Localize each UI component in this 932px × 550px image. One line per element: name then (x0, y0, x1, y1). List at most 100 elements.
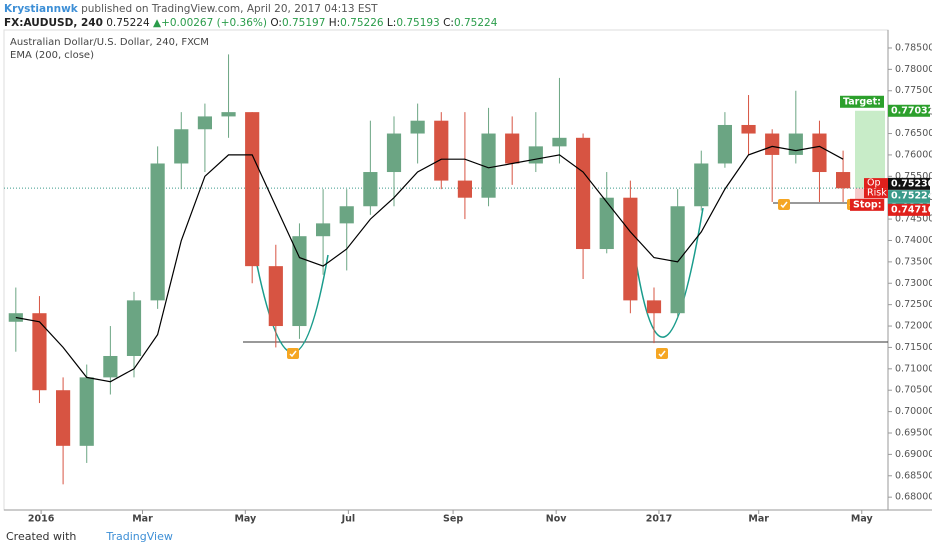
y-tick-label: 0.71500 (895, 342, 932, 353)
ema-last: 0.75230 (891, 178, 932, 189)
candle-body (386, 133, 402, 173)
candle-body (646, 300, 662, 314)
o-label: O: (270, 17, 282, 29)
check-marker (287, 348, 299, 359)
candle-body (363, 172, 378, 207)
candle-body (765, 133, 780, 155)
cup-curve (252, 244, 329, 354)
candle-body (741, 124, 756, 134)
stop-value-box (888, 203, 930, 216)
candle-body (103, 355, 118, 378)
candle-body (505, 133, 520, 164)
stop-label-box (850, 198, 884, 211)
y-tick-label: 0.70500 (895, 385, 932, 396)
candle-body (410, 120, 425, 134)
candle-body (481, 133, 496, 198)
candle-body (457, 180, 472, 198)
candle-body (150, 163, 165, 301)
candle-body (599, 197, 614, 250)
y-tick-label: 0.77500 (895, 85, 932, 96)
candle-body (174, 129, 189, 164)
target-label: Target: (843, 96, 881, 107)
candle-body (79, 377, 94, 446)
c-label: C: (443, 17, 454, 29)
position-label: Op (867, 178, 881, 189)
candle-body (670, 206, 685, 314)
last-price: 0.75224 (891, 191, 932, 202)
candle-body (717, 124, 732, 164)
y-tick-label: 0.73500 (895, 256, 932, 267)
y-tick-label: 0.69500 (895, 427, 932, 438)
l-value: 0.75193 (396, 17, 440, 29)
y-tick-label: 0.78500 (895, 42, 932, 53)
candle-body (56, 390, 71, 446)
c-value: 0.75224 (453, 17, 498, 29)
candle-body (576, 137, 591, 250)
h-value: 0.75226 (340, 17, 384, 29)
last: 0.75224 (106, 17, 150, 29)
chart: Australian Dollar/U.S. Dollar, 240, FXCM… (3, 29, 932, 525)
x-tick-label: Mar (132, 514, 153, 525)
ema-last-box (888, 177, 930, 190)
candle-body (694, 163, 709, 207)
x-tick-label: 2016 (28, 514, 55, 525)
ema-line (15, 145, 844, 383)
change: +0.00267 (+0.36%) (161, 17, 267, 29)
y-tick-label: 0.78000 (895, 64, 932, 75)
target-label-box (840, 95, 884, 108)
check-icon (289, 350, 297, 358)
footer: Created with TradingView (6, 530, 173, 543)
y-tick-label: 0.75500 (895, 171, 932, 182)
target-value-box (888, 104, 930, 117)
stop-value: 0.74716 (891, 204, 932, 215)
position-label: Risk (867, 188, 887, 199)
x-tick-label: Nov (546, 514, 567, 525)
candle-body (339, 206, 354, 224)
candle-body (434, 120, 449, 181)
candle-body (316, 223, 331, 237)
x-tick-label: May (234, 514, 257, 525)
y-tick-label: 0.73000 (895, 278, 932, 289)
x-tick-label: May (851, 514, 874, 525)
y-tick-label: 0.72500 (895, 299, 932, 310)
y-tick-label: 0.76500 (895, 128, 932, 139)
candle-body (32, 313, 47, 391)
legend-ema: EMA (200, close) (10, 50, 94, 61)
candle-body (788, 133, 803, 155)
candle-body (197, 116, 212, 130)
check-marker (778, 199, 790, 210)
y-tick-label: 0.74000 (895, 235, 932, 246)
stop-label: Stop: (853, 199, 882, 210)
x-tick-label: Mar (748, 514, 769, 525)
candle-body (528, 146, 543, 164)
x-tick-label: Jul (341, 514, 356, 525)
y-tick-label: 0.74500 (895, 214, 932, 225)
candle-body (552, 137, 567, 147)
author[interactable]: Krystiannwk (4, 3, 78, 15)
x-tick-label: Sep (443, 514, 463, 525)
y-tick-label: 0.72000 (895, 321, 932, 332)
brand[interactable]: TradingView (106, 530, 173, 543)
header: Krystiannwk published on TradingView.com… (4, 2, 497, 30)
position-box (864, 178, 888, 189)
published: published on TradingView.com, April 20, … (81, 3, 378, 15)
cup-curve (631, 207, 704, 338)
h-label: H: (328, 17, 341, 29)
target-zone (855, 110, 885, 189)
y-tick-label: 0.76000 (895, 149, 932, 160)
candle-body (245, 112, 260, 267)
check-icon (658, 350, 666, 358)
plot-frame (3, 29, 889, 511)
created: Created with (6, 530, 77, 543)
y-tick-label: 0.71000 (895, 363, 932, 374)
y-tick-label: 0.68000 (895, 492, 932, 503)
legend-title: Australian Dollar/U.S. Dollar, 240, FXCM (10, 37, 209, 48)
y-tick-label: 0.69000 (895, 449, 932, 460)
y-tick-label: 0.68500 (895, 470, 932, 481)
candle-body (812, 133, 827, 173)
target-value: 0.77032 (891, 105, 932, 116)
candle-body (623, 197, 638, 301)
position-box (864, 188, 888, 199)
candle-body (126, 300, 142, 356)
